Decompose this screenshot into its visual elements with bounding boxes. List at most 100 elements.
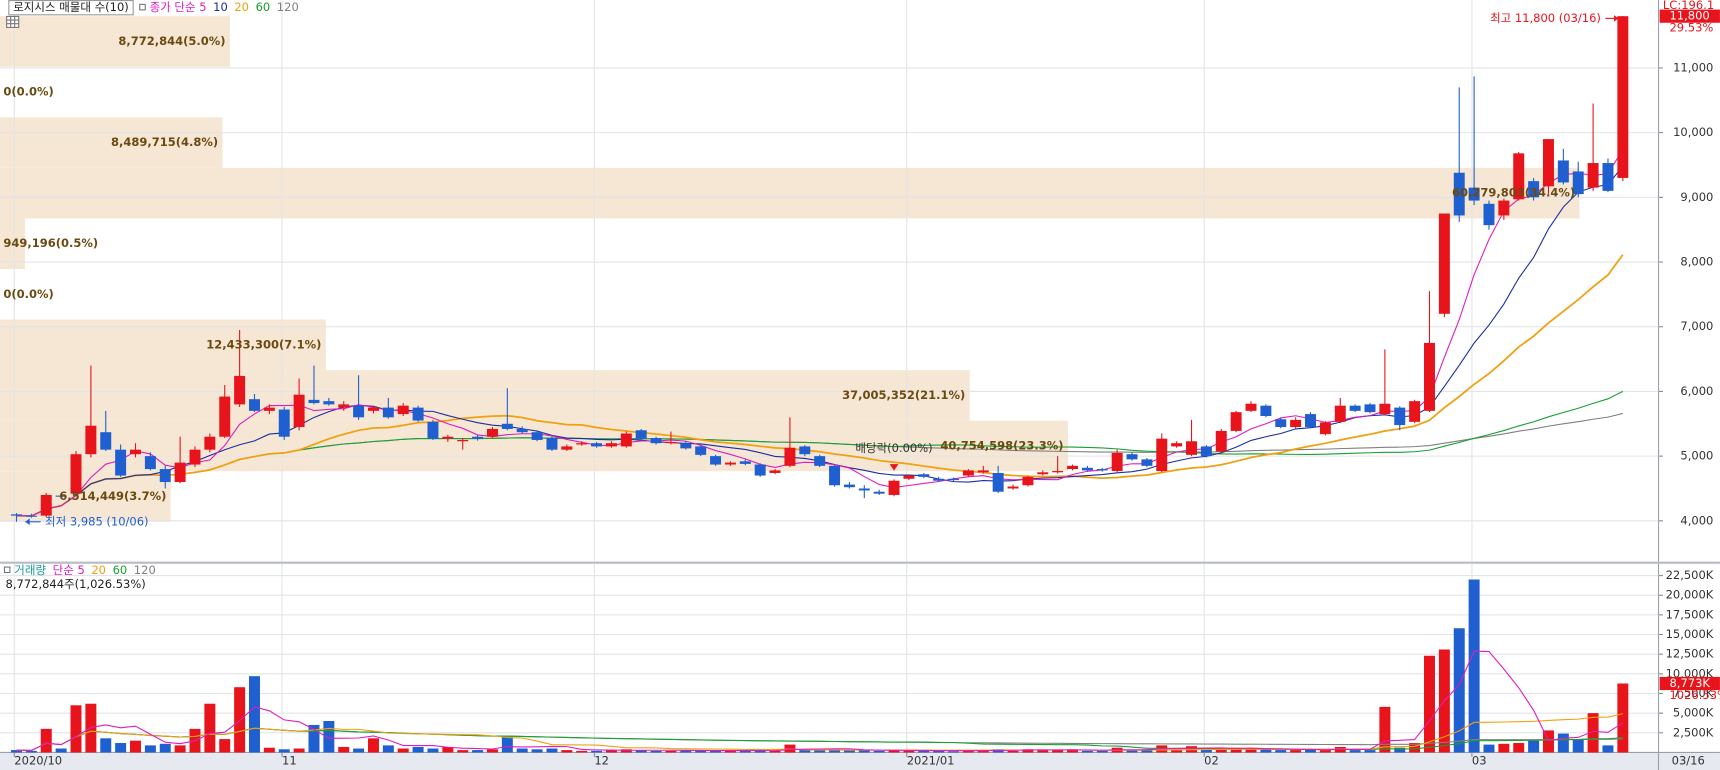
legend-entry[interactable]: 10 <box>213 0 228 14</box>
candle-body <box>858 488 870 491</box>
y-tick-label: 7,000 <box>1680 319 1713 333</box>
candle-body <box>977 470 989 473</box>
candle-body <box>308 399 320 404</box>
volume-profile-label: 0(0.0%) <box>3 287 53 301</box>
volume-profile-label: 60,279,803(34.4%) <box>1452 186 1575 200</box>
volume-bar <box>1275 750 1287 753</box>
volume-profile-bar <box>0 117 223 168</box>
volume-bar <box>918 750 930 753</box>
volume-bar <box>1542 730 1554 753</box>
candle-body <box>367 407 379 411</box>
volume-bar <box>293 748 305 753</box>
title-box[interactable] <box>8 0 134 16</box>
grid-icon[interactable] <box>6 15 20 28</box>
legend-entry[interactable]: 120 <box>134 563 156 577</box>
volume-bar <box>234 687 246 753</box>
volume-bar <box>1037 750 1049 753</box>
candle-body <box>1245 403 1257 411</box>
candle-body <box>1483 203 1495 226</box>
candle-body <box>1438 213 1450 314</box>
candle-body <box>427 421 439 439</box>
candle-body <box>769 470 781 473</box>
volume-bar <box>204 703 216 753</box>
candle-body <box>605 443 617 447</box>
volume-bar <box>1260 749 1272 753</box>
legend-entry[interactable]: 단순 5 <box>53 563 85 577</box>
volume-profile-label: 949,196(0.5%) <box>3 236 98 250</box>
volume-bar <box>382 745 394 753</box>
volume-profile-label: 37,005,352(21.1%) <box>842 388 965 402</box>
legend-entry[interactable]: 20 <box>234 0 249 14</box>
volume-bar <box>249 676 260 753</box>
volume-bar <box>620 749 632 753</box>
volume-info: 8,772,844주(1,026.53%) <box>6 577 146 591</box>
candle-body <box>1186 441 1198 455</box>
volume-bar <box>546 748 558 753</box>
y-tick-label: 5,000K <box>1673 706 1714 720</box>
dividend-marker <box>889 464 899 471</box>
volume-bar <box>55 748 67 753</box>
candle-body <box>397 405 409 415</box>
volume-legend-name[interactable]: 거래량 <box>14 563 46 577</box>
volume-bar <box>888 750 900 753</box>
candle-body <box>1498 200 1510 216</box>
y-tick-label: 10,000 <box>1673 125 1713 139</box>
volume-bar <box>1245 748 1257 753</box>
candle-body <box>115 449 127 476</box>
volume-bar <box>605 750 617 753</box>
candle-body <box>1319 422 1331 435</box>
y-tick-label: 9,000 <box>1680 190 1713 204</box>
volume-bar <box>11 750 22 753</box>
volume-bar <box>962 750 974 753</box>
volume-bar <box>695 750 707 753</box>
legend-entry[interactable]: 20 <box>91 563 106 577</box>
volume-bar <box>784 744 796 753</box>
dividend-annotation: 배당락(0.00%) <box>855 441 932 455</box>
y-tick-label: 4,000 <box>1680 513 1713 527</box>
candle-body <box>25 515 37 517</box>
chart-title: 로지시스 매물대 수(10) <box>13 0 129 14</box>
price-change-label: 29.53% <box>1669 21 1713 35</box>
candle-body <box>55 495 67 497</box>
volume-bar <box>561 750 573 753</box>
volume-bar <box>933 750 945 753</box>
candle-body <box>1141 459 1153 466</box>
volume-moving-average <box>16 650 1624 752</box>
legend-entry[interactable]: 종가 단순 5 <box>150 0 207 14</box>
volume-profile-bar <box>0 370 970 421</box>
candle-body <box>1156 438 1168 472</box>
pane-separator <box>0 561 1720 564</box>
volume-bar <box>1200 749 1212 753</box>
candle-body <box>873 491 885 494</box>
volume-bar <box>992 749 1004 753</box>
legend-entry[interactable]: 60 <box>113 563 128 577</box>
candle-body <box>1572 171 1584 195</box>
candle-body <box>1528 181 1540 198</box>
candle-body <box>516 428 528 433</box>
candle-body <box>620 433 632 447</box>
candle-body <box>591 443 603 447</box>
candle-body <box>353 405 365 418</box>
legend-entry[interactable]: 60 <box>256 0 271 14</box>
volume-bar <box>1424 655 1435 753</box>
candle-body <box>472 436 484 439</box>
volume-bar <box>174 745 186 753</box>
grid-icon-lines <box>6 16 19 28</box>
candle-body <box>1007 486 1019 489</box>
candle-body <box>784 447 796 466</box>
candle-body <box>11 514 22 516</box>
legend-entry[interactable]: 120 <box>277 0 299 14</box>
candle-body <box>159 469 171 483</box>
y-tick-label: 8,000 <box>1680 255 1713 269</box>
candle-body <box>1171 443 1183 447</box>
volume-bar <box>873 750 885 753</box>
candle-body <box>1230 412 1242 431</box>
volume-profile-bar <box>0 167 1580 219</box>
volume-bar <box>1349 750 1361 753</box>
candle-body <box>100 432 112 450</box>
candle-body <box>204 436 216 450</box>
volume-bar <box>144 745 156 753</box>
candle-body <box>85 425 97 455</box>
volume-profile-label: 8,772,844(5.0%) <box>118 34 225 48</box>
volume-bar <box>308 724 320 753</box>
